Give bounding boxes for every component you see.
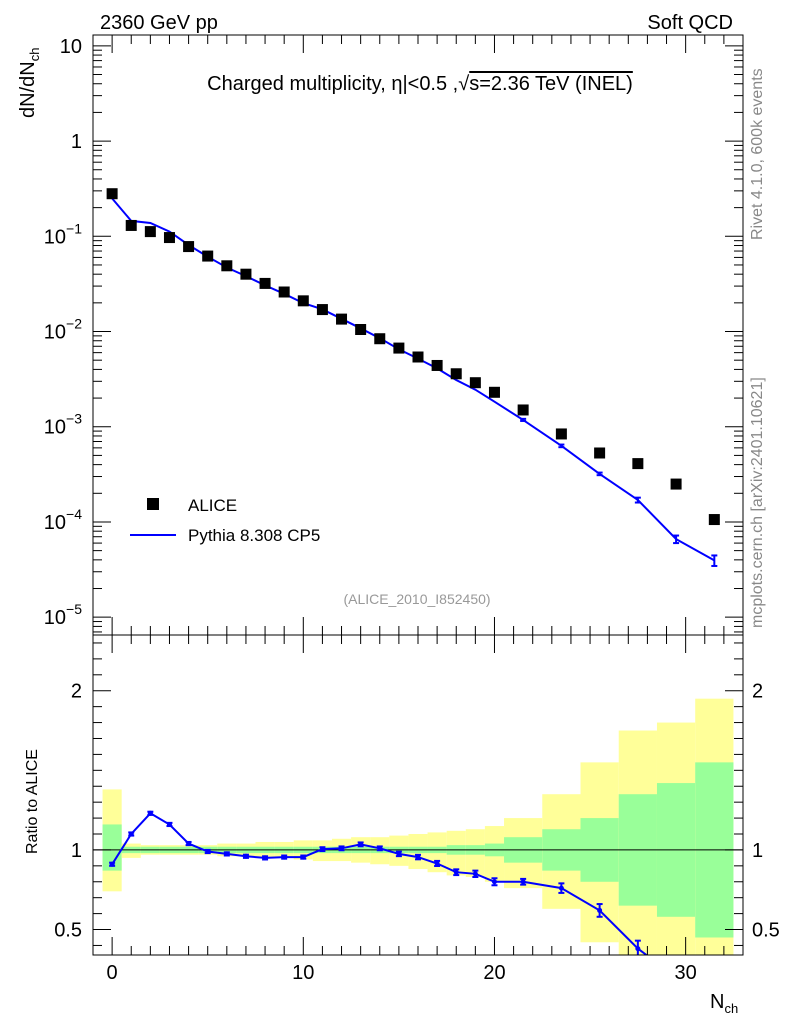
ratio-point [300, 854, 306, 860]
ratio-point [205, 849, 211, 855]
alice-data-point [355, 323, 367, 335]
ratio-y-tick-label-right: 0.5 [752, 920, 780, 942]
alice-data-point [555, 428, 567, 440]
alice-data-point [163, 232, 175, 244]
alice-data-point [125, 219, 137, 231]
main-frame [92, 34, 744, 636]
ratio-point [520, 879, 526, 885]
ratio-point [377, 845, 383, 851]
ratio-point [434, 860, 440, 866]
alice-data-point [336, 313, 348, 325]
ratio-stat-uncertainty-band [102, 824, 122, 871]
alice-data-point [374, 333, 386, 345]
legend-label-alice: ALICE [188, 496, 237, 515]
ratio-y-tick-label: 1 [71, 840, 82, 862]
header-right-label: Soft QCD [647, 12, 733, 34]
ratio-point [597, 907, 603, 913]
alice-data-point [488, 386, 500, 398]
header-left-label: 2360 GeV pp [100, 12, 218, 34]
ratio-point [558, 885, 564, 891]
y-tick-label: 10−3 [44, 411, 82, 439]
ratio-point [635, 946, 641, 952]
y-tick-label: 10−2 [44, 316, 82, 344]
ratio-point [224, 851, 230, 857]
y-tick-label: 1 [71, 131, 82, 153]
legend-marker-alice [147, 498, 159, 510]
ratio-point [166, 821, 172, 827]
ratio-y-axis-label: Ratio to ALICE [24, 749, 41, 854]
ratio-point [128, 831, 134, 837]
ratio-y-tick-label-right: 1 [752, 840, 763, 862]
ratio-point [358, 841, 364, 847]
ratio-y-tick-label: 2 [71, 681, 82, 703]
alice-data-point [469, 377, 481, 389]
legend: ALICE Pythia 8.308 CP5 [130, 496, 320, 545]
x-tick-label: 10 [292, 962, 314, 984]
alice-data-point [450, 368, 462, 380]
ratio-point [712, 975, 717, 980]
rivet-version-text: Rivet 4.1.0, 600k events [749, 68, 766, 240]
ratio-point [186, 841, 192, 847]
y-axis-label: dN/dNch [17, 48, 42, 118]
x-axis-label: Nch [710, 991, 738, 1016]
y-tick-label: 10 [60, 36, 82, 58]
alice-data-point [144, 226, 156, 238]
ratio-point [109, 861, 115, 867]
alice-data-point [221, 260, 233, 272]
ratio-point [243, 853, 249, 859]
alice-data-point [259, 277, 271, 289]
alice-data-point [202, 250, 214, 262]
mcplots-source-text: mcplots.cern.ch [arXiv:2401.10621] [749, 377, 766, 628]
analysis-id-watermark: (ALICE_2010_I852450) [343, 591, 490, 607]
ratio-point [415, 854, 421, 860]
legend-label-pythia: Pythia 8.308 CP5 [188, 526, 320, 545]
y-tick-label: 10−4 [44, 506, 82, 534]
ratio-point [453, 869, 459, 875]
alice-data-point [412, 351, 424, 363]
ratio-point [339, 845, 345, 851]
alice-data-point [297, 295, 309, 307]
y-tick-label: 10−5 [44, 601, 82, 629]
alice-data-point [183, 241, 195, 253]
alice-data-point [708, 514, 720, 526]
x-tick-label: 0 [107, 962, 118, 984]
ratio-point [147, 810, 153, 816]
alice-data-point [240, 268, 252, 280]
alice-data-point [393, 342, 405, 354]
x-tick-label: 20 [483, 962, 505, 984]
ratio-point [281, 854, 287, 860]
ratio-panel: 0.5 0.51 12 20 10 20 30 Ratio to ALICE Nch [24, 634, 780, 1016]
ratio-point [396, 851, 402, 857]
alice-data-point [106, 188, 118, 200]
x-tick-label: 30 [675, 962, 697, 984]
ratio-point [472, 871, 478, 877]
alice-data-point [517, 404, 529, 416]
ratio-y-tick-label: 0.5 [54, 920, 82, 942]
ratio-point [262, 855, 268, 861]
ratio-point [319, 846, 325, 852]
alice-data-point [431, 359, 443, 371]
main-title: Charged multiplicity, η|<0.5 ,√s=2.36 Te… [207, 73, 633, 95]
main-panel: 10 1 10−1 10−2 10−3 10−4 10−5 Charged multipli… [17, 34, 744, 636]
alice-data-point [278, 286, 290, 298]
ratio-point [491, 879, 497, 885]
alice-data-point [632, 458, 644, 470]
ratio-y-tick-label-right: 2 [752, 681, 763, 703]
alice-data-point [594, 447, 606, 459]
y-tick-label: 10−1 [44, 220, 82, 248]
alice-data-point [316, 304, 328, 316]
alice-data-point [670, 478, 682, 490]
